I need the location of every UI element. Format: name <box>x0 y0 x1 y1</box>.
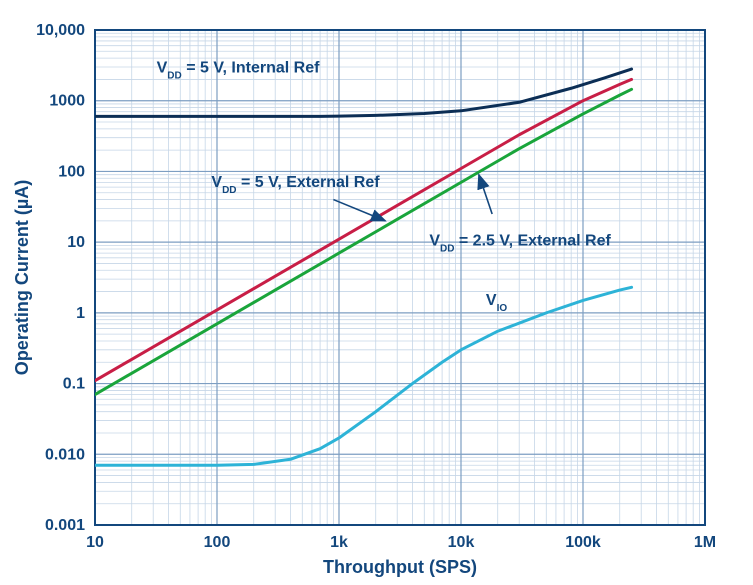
chart-container: 10 100 1k 10k 100k 1M 0.001 0.010 0.1 1 10 100 1000 1… <box>0 0 753 585</box>
y-tick-label: 1000 <box>49 93 85 110</box>
operating-current-chart: 10 100 1k 10k 100k 1M 0.001 0.010 0.1 1 10 100 1000 1… <box>0 0 753 585</box>
x-tick-label: 10k <box>448 534 475 551</box>
y-tick-label: 0.001 <box>45 517 85 534</box>
y-axis-label: Operating Current (µA) <box>12 180 32 375</box>
x-axis-label: Throughput (SPS) <box>323 557 477 577</box>
x-tick-label: 1k <box>330 534 348 551</box>
x-tick-label: 100 <box>204 534 231 551</box>
y-tick-label: 1 <box>76 305 85 322</box>
x-tick-label: 1M <box>694 534 716 551</box>
y-tick-label: 100 <box>58 163 85 180</box>
x-tick-label: 100k <box>565 534 601 551</box>
x-tick-label: 10 <box>86 534 104 551</box>
y-tick-label: 10 <box>67 234 85 251</box>
y-tick-label: 0.010 <box>45 446 85 463</box>
y-tick-label: 10,000 <box>36 22 85 39</box>
y-tick-label: 0.1 <box>63 376 85 393</box>
